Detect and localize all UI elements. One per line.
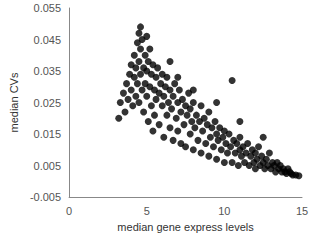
svg-text:-0.005: -0.005 xyxy=(30,191,61,203)
svg-text:15: 15 xyxy=(296,205,308,217)
svg-text:0.015: 0.015 xyxy=(34,128,62,140)
svg-text:0.005: 0.005 xyxy=(34,160,62,172)
svg-text:0.035: 0.035 xyxy=(34,65,62,77)
svg-text:0: 0 xyxy=(66,205,72,217)
svg-text:0.045: 0.045 xyxy=(34,34,62,46)
svg-text:0.055: 0.055 xyxy=(34,2,62,14)
svg-text:10: 10 xyxy=(218,205,230,217)
svg-text:median CVs: median CVs xyxy=(8,72,20,132)
svg-text:5: 5 xyxy=(144,205,150,217)
svg-text:median gene express levels: median gene express levels xyxy=(117,221,254,233)
svg-text:0.025: 0.025 xyxy=(34,97,62,109)
